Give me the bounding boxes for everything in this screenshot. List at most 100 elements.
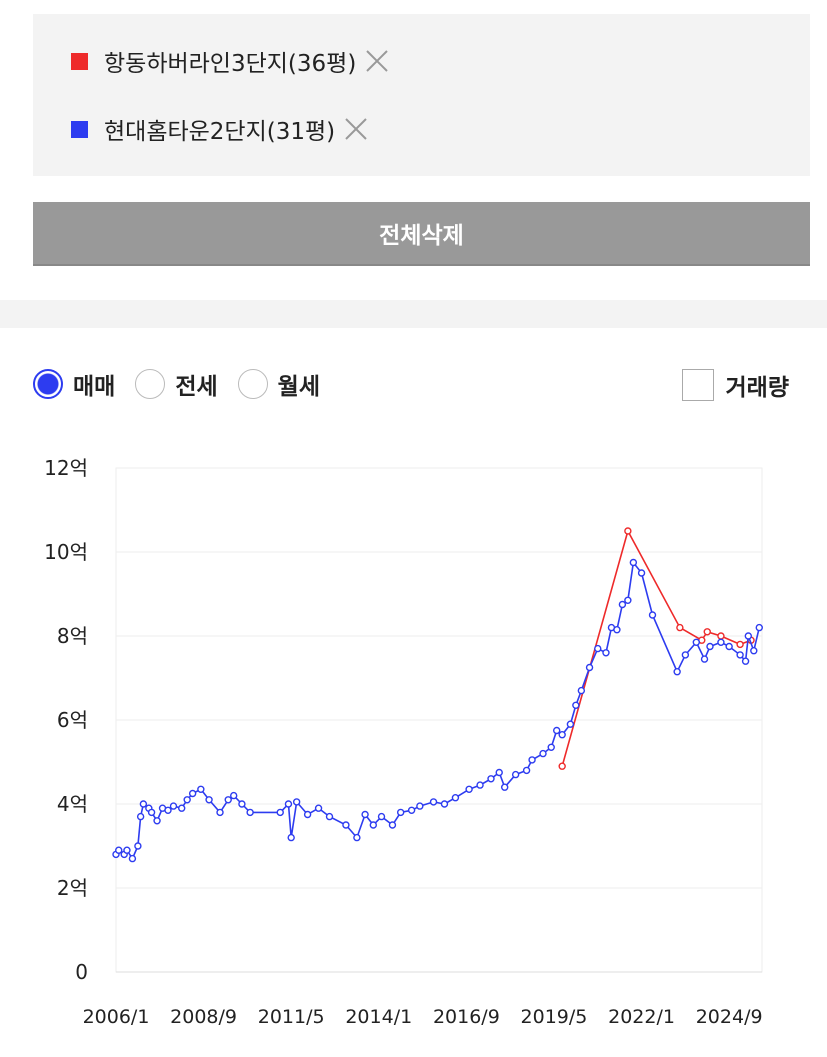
data-point <box>528 756 536 764</box>
data-point <box>284 800 293 808</box>
data-point <box>558 762 566 770</box>
x-tick-label: 2014/1 <box>345 1006 412 1028</box>
legend-swatch <box>71 52 88 70</box>
data-point <box>553 726 561 735</box>
data-point <box>451 794 460 802</box>
data-point <box>276 808 284 817</box>
data-point <box>613 626 621 634</box>
legend-panel: 항동하버라인3단지(36평) 현대홈타운2단지(31평) <box>33 14 810 176</box>
x-tick-label: 2011/5 <box>258 1006 325 1028</box>
data-point <box>624 527 632 535</box>
data-point <box>495 768 503 777</box>
data-point <box>673 668 681 676</box>
radio-option[interactable]: 전세 <box>135 367 218 401</box>
data-point <box>717 632 725 640</box>
data-point <box>566 720 575 728</box>
data-point <box>618 600 627 609</box>
remove-icon[interactable] <box>364 48 390 74</box>
data-point <box>377 812 386 821</box>
data-point <box>577 686 586 695</box>
data-point <box>342 821 350 829</box>
legend-label: 현대홈타운2단지(31평) <box>104 119 336 145</box>
data-point <box>396 808 405 817</box>
data-point <box>602 649 610 657</box>
data-point <box>725 642 733 651</box>
data-point <box>717 638 725 646</box>
data-point <box>585 663 594 672</box>
radio-option[interactable]: 월세 <box>237 367 320 401</box>
x-tick-label: 2016/9 <box>433 1006 500 1028</box>
data-point <box>624 596 632 604</box>
data-point <box>407 806 416 814</box>
data-point <box>369 821 378 829</box>
data-point <box>465 785 473 793</box>
data-point <box>648 611 657 619</box>
volume-toggle[interactable]: 거래량 <box>681 368 789 402</box>
data-point <box>287 833 295 842</box>
checkbox[interactable] <box>681 369 714 401</box>
data-point <box>755 623 763 632</box>
data-point <box>750 647 758 655</box>
radio-dot[interactable] <box>237 369 268 399</box>
data-point <box>303 810 312 819</box>
data-point <box>224 796 232 804</box>
y-tick-label: 10억 <box>44 540 88 564</box>
data-point <box>744 632 753 640</box>
data-point <box>706 642 714 651</box>
legend-swatch <box>71 120 88 138</box>
data-point <box>700 655 709 663</box>
series-line <box>561 528 752 767</box>
data-point <box>388 821 397 829</box>
x-tick-label: 2019/5 <box>521 1006 588 1028</box>
data-point <box>558 731 566 739</box>
data-point <box>325 812 334 821</box>
legend-label: 항동하버라인3단지(36평) <box>104 51 357 77</box>
data-point <box>476 781 484 789</box>
data-point <box>216 808 224 817</box>
radio-label: 월세 <box>277 374 320 400</box>
data-point <box>416 802 424 810</box>
data-point <box>246 808 254 817</box>
data-point <box>183 796 191 804</box>
delete-all-button[interactable]: 전체삭제 <box>33 202 810 266</box>
data-point <box>703 628 711 636</box>
data-point <box>314 804 323 812</box>
data-point <box>539 749 547 758</box>
data-point <box>487 775 495 783</box>
x-tick-label: 2022/1 <box>608 1006 675 1028</box>
separator <box>0 300 827 328</box>
data-point <box>741 657 750 665</box>
data-point <box>429 798 438 806</box>
data-point <box>134 842 142 850</box>
checkbox-label: 거래량 <box>725 375 789 401</box>
radio-dot[interactable] <box>33 369 63 399</box>
x-tick-label: 2006/1 <box>83 1006 150 1028</box>
radio-option[interactable]: 매매 <box>33 367 115 401</box>
y-tick-label: 6억 <box>57 708 88 732</box>
deal-type-options: 매매 전세 월세 <box>33 364 340 404</box>
remove-icon[interactable] <box>343 116 369 142</box>
legend-item: 현대홈타운2단지(31평) <box>71 112 369 146</box>
data-point <box>692 638 701 646</box>
data-point <box>594 644 602 653</box>
data-point <box>629 558 638 567</box>
data-point <box>522 766 531 775</box>
data-point <box>681 651 690 659</box>
data-point <box>511 770 520 779</box>
data-point <box>164 806 172 814</box>
data-point <box>153 817 161 825</box>
x-tick-label: 2024/9 <box>696 1006 763 1028</box>
data-point <box>147 808 156 817</box>
radio-label: 매매 <box>73 374 116 400</box>
data-point <box>547 743 555 751</box>
data-point <box>136 812 145 821</box>
y-tick-label: 8억 <box>57 624 88 648</box>
data-point <box>188 789 197 798</box>
legend-item: 항동하버라인3단지(36평) <box>71 44 390 78</box>
data-point <box>177 804 186 812</box>
data-point <box>500 783 509 791</box>
radio-dot[interactable] <box>135 369 166 399</box>
data-point <box>676 623 684 632</box>
